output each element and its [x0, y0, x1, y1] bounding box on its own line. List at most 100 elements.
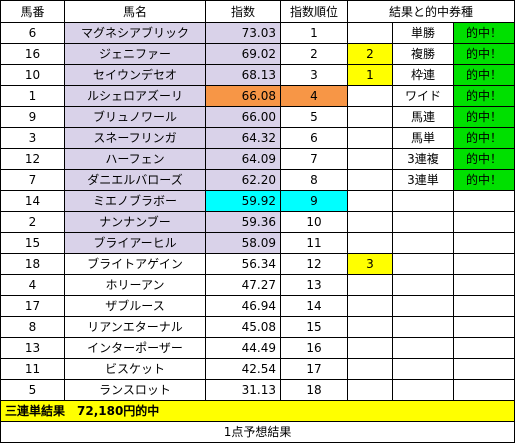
table-row: 3 スネーフリンガ 64.32 6 馬単 的中！: [0, 127, 515, 149]
header-index: 指数: [205, 0, 281, 23]
header-number: 馬番: [0, 0, 65, 23]
index-value: 45.08: [205, 316, 281, 338]
horse-number: 7: [0, 169, 65, 191]
summary-row: 三連単結果 72,180円的中: [0, 400, 515, 422]
horse-name: ハーフェン: [64, 148, 206, 170]
table-row: 14 ミエノブラボー 59.92 9: [0, 190, 515, 212]
horse-number: 1: [0, 85, 65, 107]
finish-mark: [347, 337, 393, 359]
finish-mark: [347, 211, 393, 233]
header-result: 結果と的中券種: [346, 0, 515, 23]
index-rank: 5: [280, 106, 348, 128]
finish-mark: 3: [347, 253, 393, 275]
ticket-type: 枠連: [392, 64, 454, 86]
table-row: 8 リアンエターナル 45.08 15: [0, 316, 515, 338]
hit-badge: [452, 253, 515, 275]
ticket-type: 馬連: [392, 106, 454, 128]
horse-number: 15: [0, 232, 65, 254]
ticket-type: [392, 274, 454, 296]
table-row: 13 インターポーザー 44.49 16: [0, 337, 515, 359]
hit-badge: 的中！: [452, 127, 515, 149]
hit-badge: 的中！: [452, 169, 515, 191]
horse-number: 2: [0, 211, 65, 233]
horse-number: 17: [0, 295, 65, 317]
ticket-type: 3連単: [392, 169, 454, 191]
horse-name: ホリーアン: [64, 274, 206, 296]
index-value: 59.36: [205, 211, 281, 233]
hit-badge: [452, 274, 515, 296]
index-value: 68.13: [205, 64, 281, 86]
hit-badge: 的中！: [452, 106, 515, 128]
hit-badge: [452, 211, 515, 233]
index-rank: 17: [280, 358, 348, 380]
table-row: 12 ハーフェン 64.09 7 3連複 的中！: [0, 148, 515, 170]
footer-row: 1点予想結果: [0, 421, 515, 443]
horse-number: 8: [0, 316, 65, 338]
trifecta-result-summary: 三連単結果 72,180円的中: [0, 400, 515, 422]
horse-name: ジェニファー: [64, 43, 206, 65]
ticket-type: [392, 379, 454, 401]
horse-name: ビスケット: [64, 358, 206, 380]
horse-number: 16: [0, 43, 65, 65]
hit-badge: [452, 379, 515, 401]
horse-name: スネーフリンガ: [64, 127, 206, 149]
ticket-type: [392, 211, 454, 233]
ticket-type: ワイド: [392, 85, 454, 107]
index-rank: 7: [280, 148, 348, 170]
horse-name: ブライアーヒル: [64, 232, 206, 254]
index-rank: 2: [280, 43, 348, 65]
index-rank: 10: [280, 211, 348, 233]
index-rank: 13: [280, 274, 348, 296]
index-value: 64.32: [205, 127, 281, 149]
ticket-type: [392, 316, 454, 338]
horse-name: ミエノブラボー: [64, 190, 206, 212]
index-value: 58.09: [205, 232, 281, 254]
index-rank: 3: [280, 64, 348, 86]
horse-name: インターポーザー: [64, 337, 206, 359]
table-row: 9 ブリュノワール 66.00 5 馬連 的中！: [0, 106, 515, 128]
horse-number: 5: [0, 379, 65, 401]
table-row: 6 マグネシアブリック 73.03 1 単勝 的中！: [0, 22, 515, 44]
index-value: 47.27: [205, 274, 281, 296]
horse-name: ブリュノワール: [64, 106, 206, 128]
index-rank: 15: [280, 316, 348, 338]
finish-mark: [347, 358, 393, 380]
header-name: 馬名: [64, 0, 206, 23]
table-row: 17 ザブルース 46.94 14: [0, 295, 515, 317]
index-rank: 11: [280, 232, 348, 254]
hit-badge: 的中！: [452, 148, 515, 170]
ticket-type: 単勝: [392, 22, 454, 44]
ticket-type: 3連複: [392, 148, 454, 170]
index-rank: 18: [280, 379, 348, 401]
finish-mark: [347, 169, 393, 191]
table-row: 11 ビスケット 42.54 17: [0, 358, 515, 380]
ticket-type: [392, 232, 454, 254]
table-row: 16 ジェニファー 69.02 2 2 複勝 的中！: [0, 43, 515, 65]
horse-number: 6: [0, 22, 65, 44]
ticket-type: [392, 190, 454, 212]
index-rank: 1: [280, 22, 348, 44]
hit-badge: 的中！: [452, 22, 515, 44]
hit-badge: 的中！: [452, 64, 515, 86]
table-row: 4 ホリーアン 47.27 13: [0, 274, 515, 296]
index-rank: 16: [280, 337, 348, 359]
horse-name: セイウンデセオ: [64, 64, 206, 86]
horse-number: 18: [0, 253, 65, 275]
horse-number: 9: [0, 106, 65, 128]
finish-mark: [347, 22, 393, 44]
finish-mark: [347, 274, 393, 296]
index-value: 31.13: [205, 379, 281, 401]
index-rank: 4: [280, 85, 348, 107]
table-row: 15 ブライアーヒル 58.09 11: [0, 232, 515, 254]
table-row: 7 ダニエルバローズ 62.20 8 3連単 的中！: [0, 169, 515, 191]
index-rank: 12: [280, 253, 348, 275]
index-value: 46.94: [205, 295, 281, 317]
ticket-type: 複勝: [392, 43, 454, 65]
finish-mark: [347, 148, 393, 170]
horse-name: ザブルース: [64, 295, 206, 317]
ticket-type: [392, 295, 454, 317]
index-rank: 6: [280, 127, 348, 149]
ticket-type: [392, 337, 454, 359]
header-row: 馬番 馬名 指数 指数順位 結果と的中券種: [0, 0, 515, 23]
index-value: 73.03: [205, 22, 281, 44]
